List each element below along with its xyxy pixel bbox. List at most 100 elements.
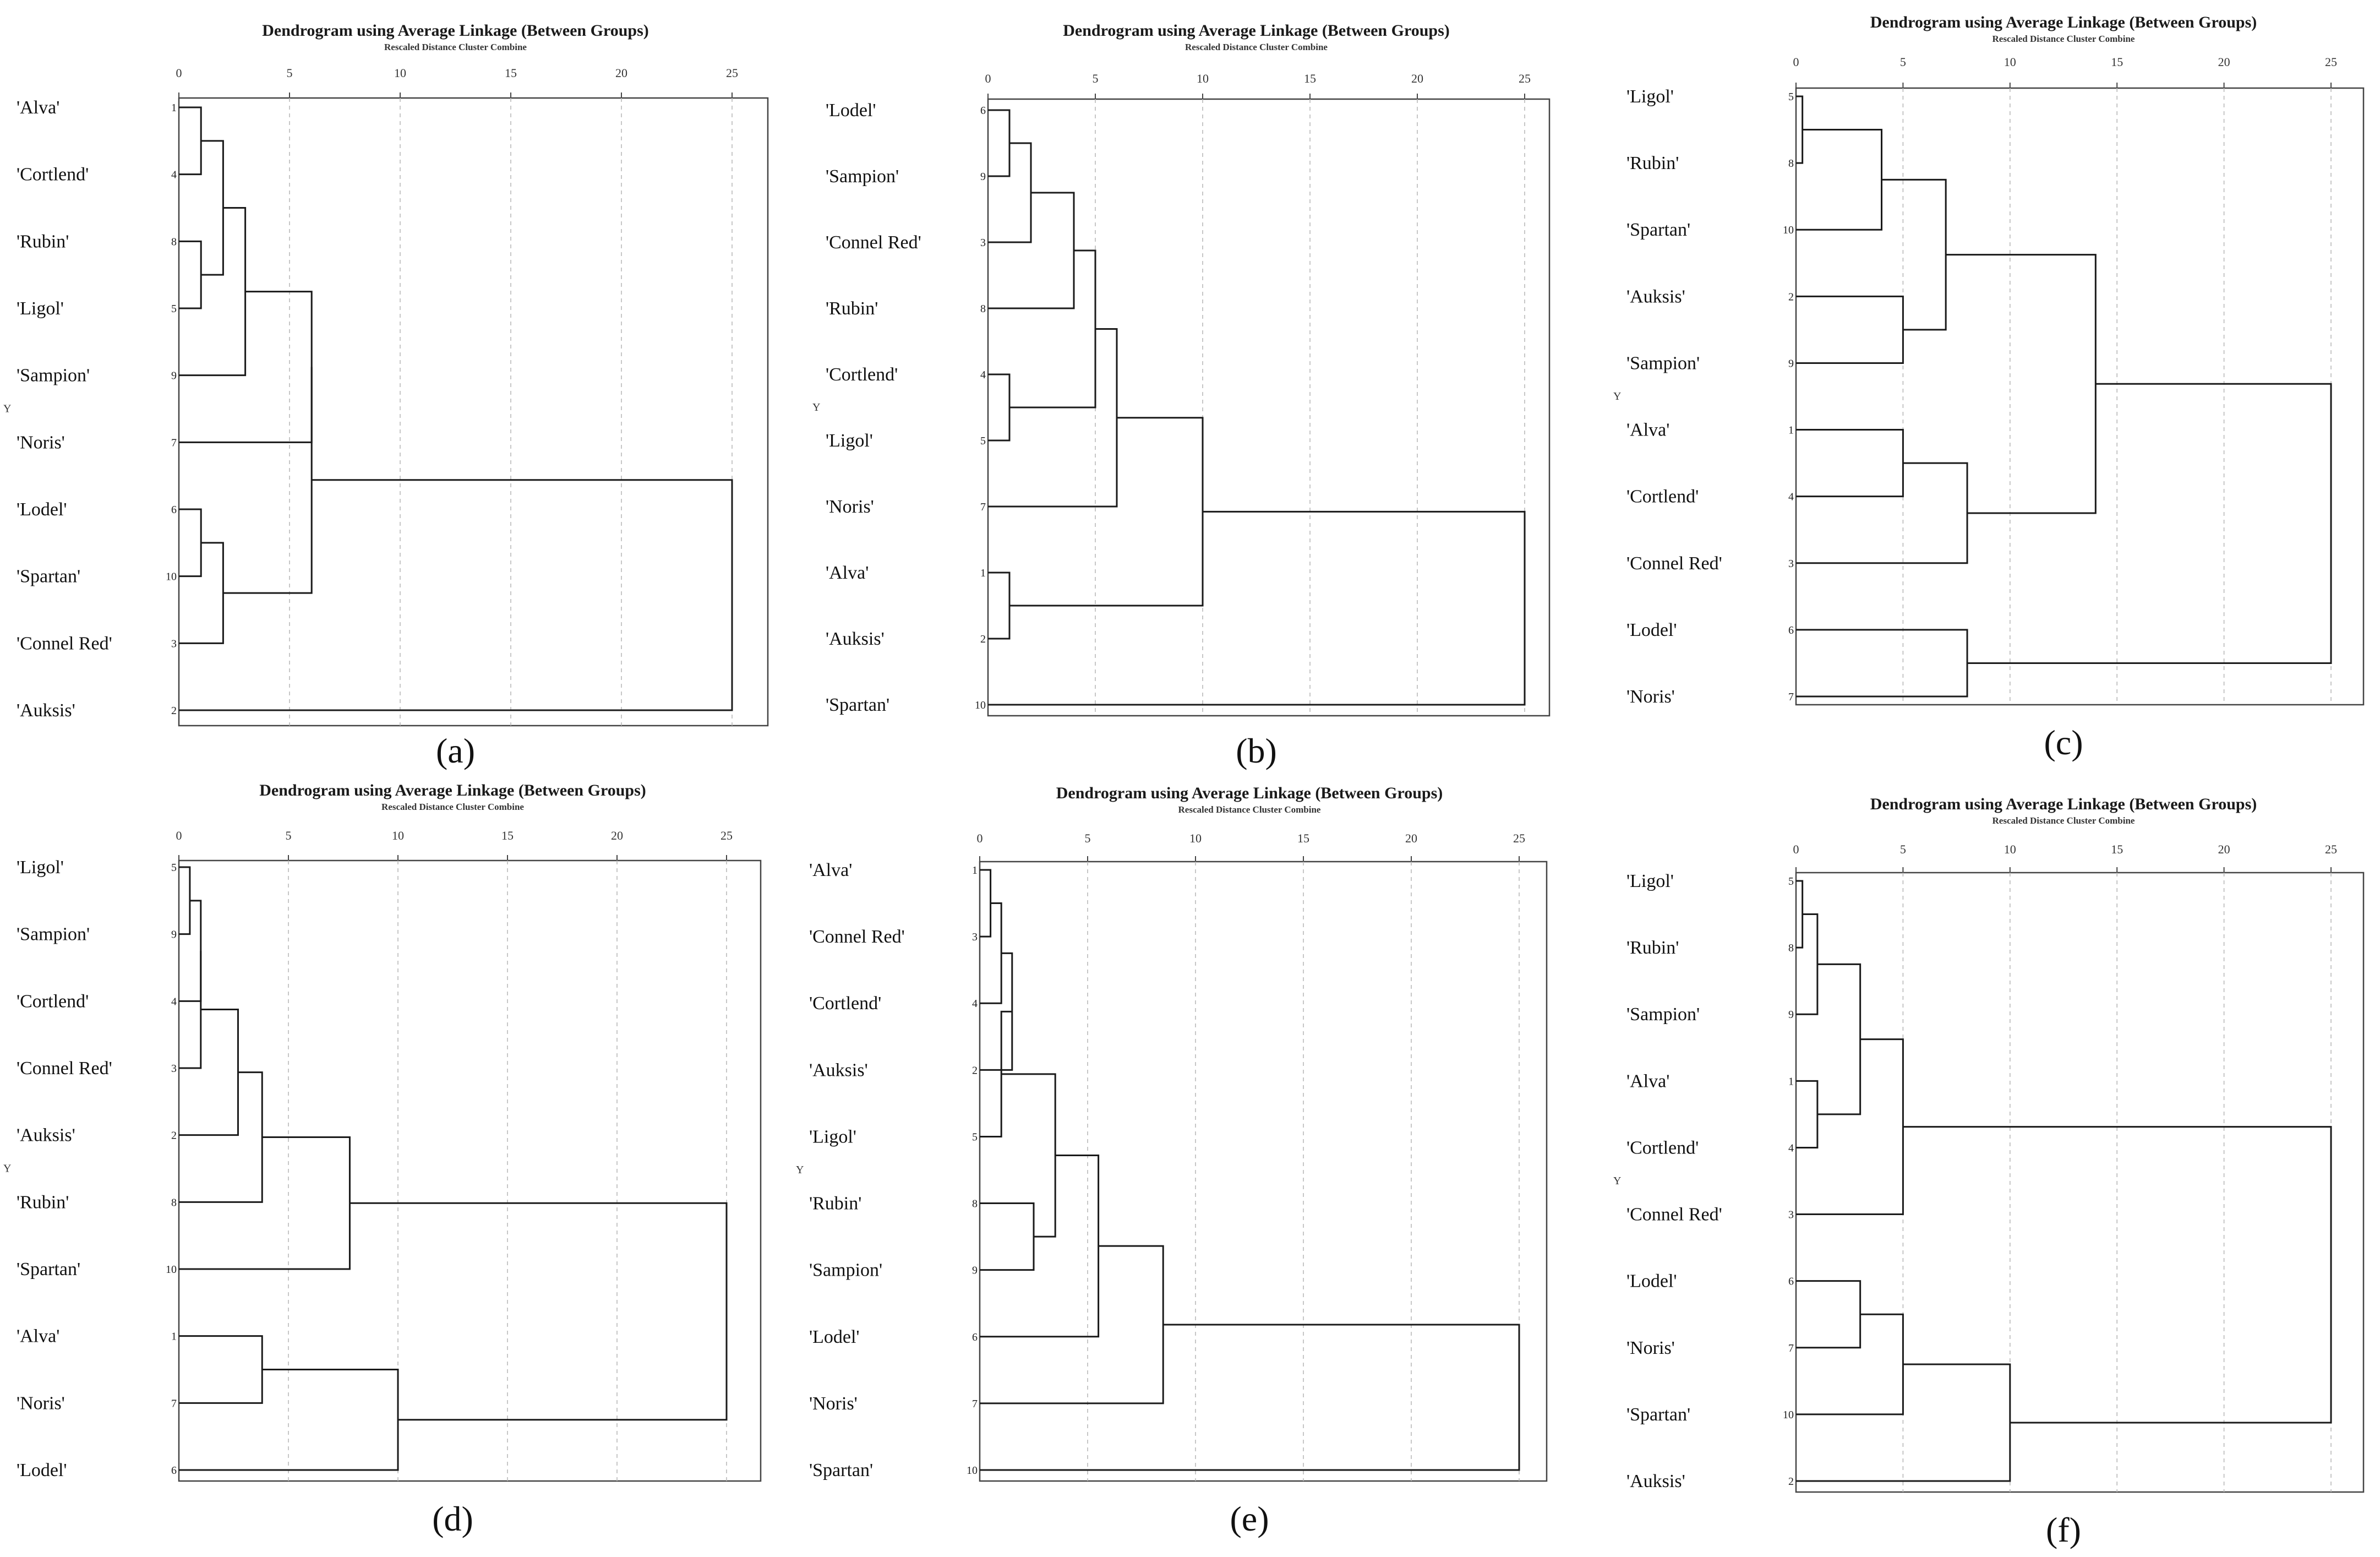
cluster-link	[1796, 129, 1883, 231]
leaf-label: 'Noris'	[1626, 687, 1675, 707]
leaf-label: 'Ligol'	[826, 431, 873, 451]
cluster-link	[988, 328, 1118, 508]
leaf-label: 'Auksis'	[17, 1125, 75, 1146]
chart-subtitle: Rescaled Distance Cluster Combine	[381, 802, 524, 812]
case-number: 10	[1783, 1409, 1794, 1421]
cluster-link	[980, 1155, 1100, 1338]
cluster-link	[1009, 249, 1096, 409]
leaf-label: 'Rubin'	[809, 1194, 861, 1214]
x-tick-label: 15	[2111, 842, 2123, 856]
leaf-label: 'Ligol'	[17, 857, 64, 878]
leaf-label: 'Auksis'	[17, 700, 75, 721]
case-number: 2	[171, 705, 177, 717]
leaf-label: 'Connel Red'	[809, 927, 905, 947]
panel-caption: (d)	[432, 1499, 473, 1538]
leaf-label: 'Auksis'	[809, 1060, 868, 1080]
x-tick-label: 15	[501, 829, 514, 842]
leaf-label: 'Lodel'	[1626, 1271, 1677, 1292]
x-tick-label: 20	[2218, 55, 2230, 69]
x-tick-label: 20	[611, 829, 623, 842]
cluster-link	[1009, 417, 1204, 607]
case-number: 4	[171, 169, 177, 181]
cluster-link	[1881, 178, 1947, 331]
x-tick-label: 5	[1900, 55, 1906, 69]
case-number: 5	[171, 303, 177, 315]
x-tick-label: 0	[1793, 842, 1799, 856]
chart-subtitle: Rescaled Distance Cluster Combine	[1185, 42, 1328, 52]
x-tick-label: 10	[1197, 72, 1209, 85]
leaf-label: 'Connel Red'	[1626, 553, 1722, 574]
dendrogram-panel: Dendrogram using Average Linkage (Betwee…	[809, 0, 1591, 770]
x-tick-label: 5	[287, 66, 293, 80]
case-number: 3	[1788, 558, 1794, 570]
cluster-link	[988, 571, 1011, 640]
case-number: 3	[980, 237, 986, 249]
leaf-label: 'Noris'	[17, 1393, 65, 1413]
leaf-label: 'Rubin'	[1626, 153, 1679, 173]
cluster-link	[1796, 1080, 1819, 1148]
cluster-link	[179, 1071, 263, 1203]
x-tick-label: 10	[2004, 55, 2016, 69]
case-number: 4	[1788, 1142, 1794, 1154]
case-number: 8	[1788, 157, 1794, 170]
case-number: 7	[1788, 1342, 1794, 1354]
x-tick-label: 25	[1513, 831, 1525, 845]
case-number: 6	[1788, 1276, 1794, 1288]
cluster-link	[1796, 629, 1968, 698]
case-number: 9	[972, 1265, 978, 1277]
cluster-link	[1796, 1313, 1904, 1416]
case-number: 4	[1788, 491, 1794, 503]
x-tick-label: 5	[1900, 842, 1906, 856]
leaf-label: 'Alva'	[1626, 1071, 1669, 1091]
cluster-link	[350, 1202, 728, 1421]
x-tick-label: 25	[2325, 842, 2337, 856]
dendrogram-svg: Dendrogram using Average Linkage (Betwee…	[1613, 13, 2365, 762]
dendrogram-svg: Dendrogram using Average Linkage (Betwee…	[3, 781, 762, 1538]
leaf-label: 'Cortlend'	[17, 991, 89, 1011]
cluster-link	[980, 1202, 1035, 1271]
leaf-label: 'Cortlend'	[1626, 487, 1699, 507]
x-tick-label: 5	[1085, 831, 1091, 845]
case-number: 7	[171, 1397, 177, 1409]
chart-subtitle: Rescaled Distance Cluster Combine	[1993, 815, 2135, 826]
leaf-label: 'Connel Red'	[17, 633, 112, 654]
leaf-label: 'Sampion'	[17, 366, 90, 386]
case-number: 2	[1788, 291, 1794, 303]
cluster-link	[179, 1136, 351, 1270]
leaf-label: 'Sampion'	[17, 924, 90, 945]
case-number: 6	[972, 1331, 978, 1343]
case-number: 10	[166, 1264, 177, 1276]
chart-title: Dendrogram using Average Linkage (Betwee…	[1870, 13, 2257, 31]
leaf-label: 'Auksis'	[1626, 1471, 1685, 1491]
case-number: 8	[980, 303, 986, 315]
case-number: 9	[1788, 1009, 1794, 1021]
panel-caption: (e)	[1230, 1499, 1269, 1538]
case-number: 5	[171, 862, 177, 874]
leaf-label: 'Sampion'	[1626, 1004, 1700, 1025]
leaf-label: 'Sampion'	[1626, 353, 1700, 373]
x-tick-label: 20	[2218, 842, 2230, 856]
case-number: 8	[171, 1196, 177, 1208]
case-number: 3	[1788, 1209, 1794, 1221]
cluster-link	[1796, 95, 1804, 164]
case-number: 10	[166, 571, 177, 583]
case-number: 1	[171, 1331, 177, 1343]
leaf-label: 'Rubin'	[17, 1192, 69, 1212]
cluster-link	[980, 952, 1013, 1071]
leaf-label: 'Rubin'	[826, 298, 878, 319]
leaf-label: 'Noris'	[826, 497, 874, 517]
cluster-link	[1817, 963, 1862, 1115]
cluster-link	[201, 140, 224, 276]
leaf-label: 'Rubin'	[1626, 938, 1679, 958]
leaf-label: 'Alva'	[17, 1326, 59, 1347]
x-tick-label: 5	[1093, 72, 1099, 85]
case-number: 1	[1788, 424, 1794, 437]
dendrogram-panel: Dendrogram using Average Linkage (Betwee…	[1610, 774, 2380, 1557]
x-tick-label: 10	[2004, 842, 2016, 856]
cluster-link	[1796, 913, 1819, 1015]
case-number: 10	[967, 1465, 978, 1477]
x-tick-label: 15	[1304, 72, 1316, 85]
leaf-label: 'Alva'	[809, 860, 852, 880]
case-number: 6	[171, 504, 177, 516]
leaf-label: 'Ligol'	[17, 298, 64, 319]
